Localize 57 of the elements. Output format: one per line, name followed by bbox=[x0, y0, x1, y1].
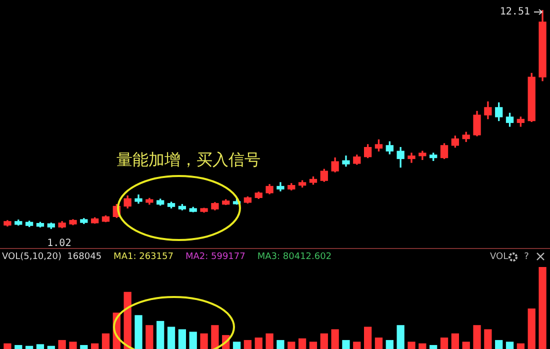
bar bbox=[14, 345, 22, 349]
bar bbox=[146, 325, 154, 349]
bar bbox=[538, 267, 546, 349]
bar bbox=[331, 329, 339, 349]
bar bbox=[102, 333, 110, 349]
bar bbox=[36, 344, 44, 349]
annotation: 12.51 bbox=[500, 6, 530, 18]
text: MA2: 599177 bbox=[185, 252, 246, 262]
annotation: 量能加增，买入信号 bbox=[116, 150, 261, 169]
bar bbox=[25, 346, 34, 349]
text: MA3: 80412.602 bbox=[257, 252, 332, 262]
bar bbox=[91, 343, 99, 349]
bar bbox=[516, 343, 525, 349]
bar bbox=[189, 332, 197, 349]
bar bbox=[374, 338, 383, 349]
text: MA1: 263157 bbox=[114, 252, 174, 262]
bar bbox=[484, 329, 492, 349]
bar bbox=[364, 326, 372, 349]
bar bbox=[167, 326, 176, 349]
text: VOL bbox=[490, 252, 508, 262]
bar bbox=[440, 338, 448, 349]
bar bbox=[353, 342, 361, 349]
bar bbox=[320, 333, 328, 349]
annotation: 1.02 bbox=[47, 238, 72, 250]
bar bbox=[506, 342, 514, 349]
bar bbox=[528, 308, 536, 349]
bar bbox=[178, 329, 186, 349]
bar bbox=[495, 340, 503, 349]
bar bbox=[386, 340, 394, 349]
text: ? bbox=[524, 252, 530, 262]
bar bbox=[418, 343, 426, 349]
bar bbox=[156, 320, 164, 349]
bar bbox=[80, 345, 88, 349]
bar bbox=[266, 333, 274, 349]
bar bbox=[200, 333, 208, 349]
bar bbox=[244, 340, 252, 349]
bar bbox=[134, 315, 142, 349]
bar bbox=[69, 342, 77, 349]
bar bbox=[342, 340, 350, 349]
bar bbox=[396, 325, 404, 349]
chart-title: VOL(5,10,20) 168045 bbox=[2, 252, 102, 262]
bar bbox=[408, 342, 416, 349]
bar bbox=[124, 292, 132, 349]
bar bbox=[232, 342, 241, 349]
bar bbox=[288, 342, 296, 349]
bar bbox=[58, 340, 66, 349]
bar bbox=[276, 340, 284, 349]
bar bbox=[430, 345, 438, 349]
bar bbox=[254, 338, 262, 349]
bar bbox=[309, 342, 318, 349]
bar bbox=[462, 342, 470, 349]
bar bbox=[47, 346, 55, 349]
bar bbox=[4, 343, 12, 349]
bar bbox=[298, 338, 306, 349]
bar bbox=[451, 333, 459, 349]
bar bbox=[473, 325, 481, 349]
bar bbox=[211, 325, 219, 349]
